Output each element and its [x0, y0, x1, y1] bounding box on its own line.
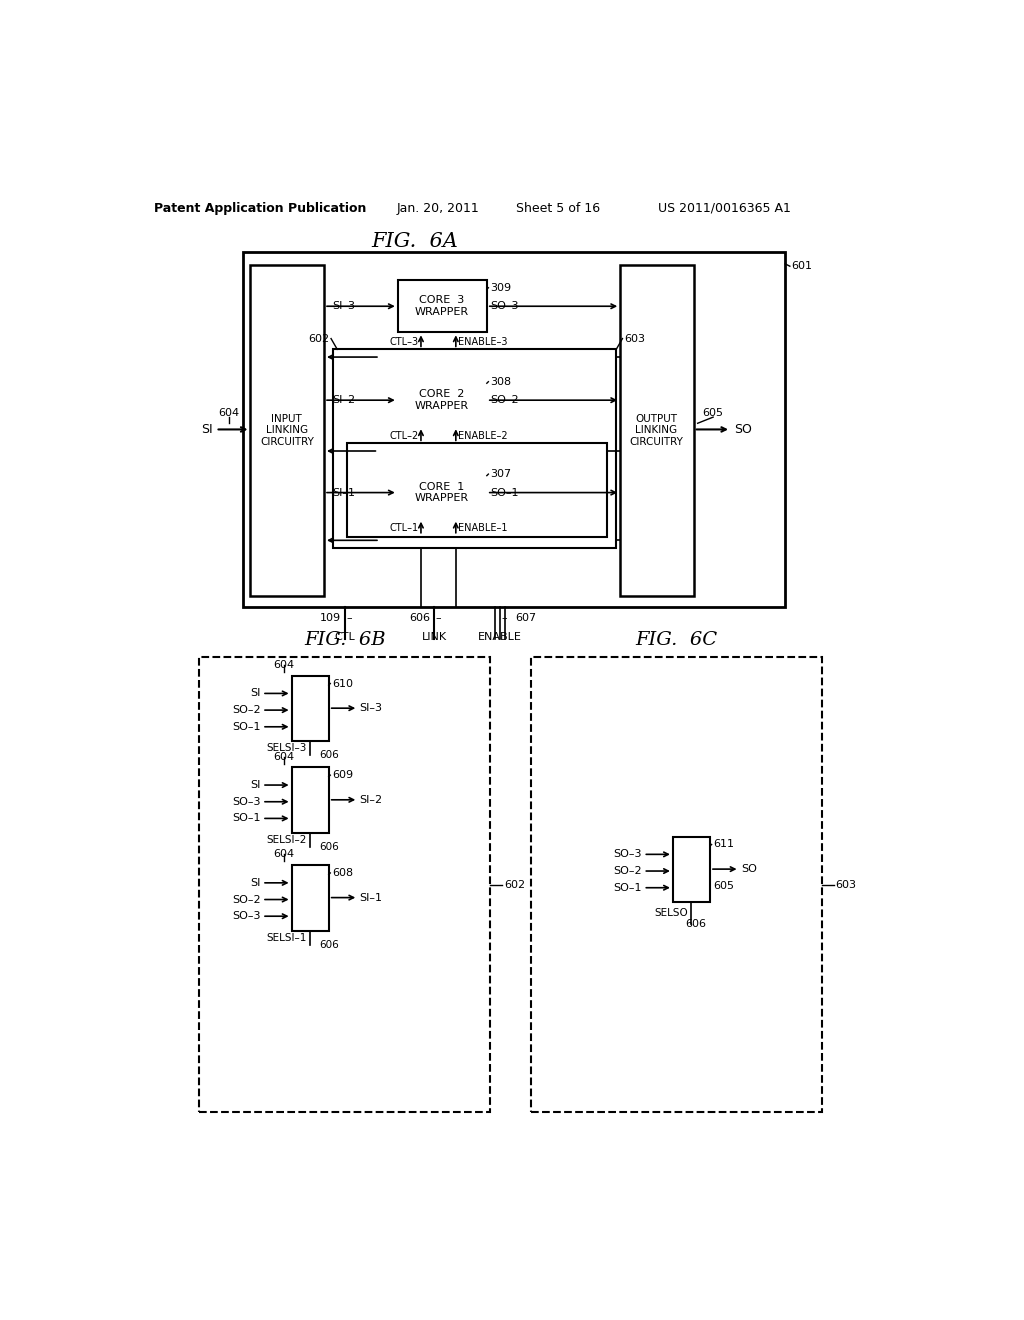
- Text: CTL–1: CTL–1: [389, 523, 419, 533]
- Text: SI–2: SI–2: [359, 795, 383, 805]
- Text: CORE  3
WRAPPER: CORE 3 WRAPPER: [415, 296, 469, 317]
- Text: SI–1: SI–1: [332, 487, 355, 498]
- Bar: [334, 350, 616, 548]
- Text: SELSI–1: SELSI–1: [266, 933, 307, 942]
- Text: SO–2: SO–2: [231, 705, 260, 715]
- Text: 109: 109: [319, 612, 341, 623]
- Text: CORE  2
WRAPPER: CORE 2 WRAPPER: [415, 389, 469, 411]
- Text: SO–1: SO–1: [490, 487, 519, 498]
- Bar: [243, 252, 785, 607]
- Text: Jan. 20, 2011: Jan. 20, 2011: [396, 202, 479, 215]
- Text: 603: 603: [836, 879, 856, 890]
- Text: 608: 608: [332, 869, 353, 878]
- Text: SO: SO: [741, 865, 757, 874]
- Text: 610: 610: [332, 678, 353, 689]
- Text: 606: 606: [319, 750, 339, 760]
- Text: 308: 308: [489, 376, 511, 387]
- Bar: [397, 466, 486, 519]
- Text: SELSI–3: SELSI–3: [266, 743, 307, 754]
- Text: SO–1: SO–1: [613, 883, 642, 892]
- Text: SO–2: SO–2: [490, 395, 519, 405]
- Text: ENABLE–1: ENABLE–1: [458, 523, 508, 533]
- Text: CORE  1
WRAPPER: CORE 1 WRAPPER: [415, 482, 469, 503]
- Bar: [347, 444, 607, 537]
- Text: SI: SI: [250, 689, 260, 698]
- Text: 309: 309: [489, 282, 511, 293]
- Text: ENABLE–3: ENABLE–3: [458, 337, 508, 347]
- Text: SELSI–2: SELSI–2: [266, 834, 307, 845]
- Bar: [200, 657, 489, 1111]
- Text: SO–3: SO–3: [232, 911, 260, 921]
- Text: 602: 602: [504, 879, 525, 890]
- Bar: [292, 767, 329, 833]
- Text: OUTPUT
LINKING
CIRCUITRY: OUTPUT LINKING CIRCUITRY: [630, 413, 683, 446]
- Text: CTL–3: CTL–3: [389, 337, 419, 347]
- Text: CTL: CTL: [335, 632, 355, 643]
- Bar: [397, 280, 486, 333]
- Bar: [621, 264, 693, 595]
- Text: –: –: [435, 612, 441, 623]
- Text: SO–1: SO–1: [232, 813, 260, 824]
- Text: SI: SI: [250, 780, 260, 791]
- Text: SI: SI: [202, 422, 213, 436]
- Text: ENABLE–2: ENABLE–2: [458, 430, 508, 441]
- Text: 605: 605: [702, 408, 724, 417]
- Text: SO–3: SO–3: [613, 849, 642, 859]
- Text: 606: 606: [410, 612, 430, 623]
- Bar: [292, 676, 329, 742]
- Text: 606: 606: [319, 842, 339, 851]
- Text: 606: 606: [685, 919, 706, 929]
- Text: FIG.  6A: FIG. 6A: [372, 232, 458, 251]
- Text: 604: 604: [273, 850, 294, 859]
- Text: Sheet 5 of 16: Sheet 5 of 16: [516, 202, 600, 215]
- Bar: [673, 837, 710, 903]
- Text: 609: 609: [332, 770, 353, 780]
- Text: SI–2: SI–2: [332, 395, 355, 405]
- Text: SO–1: SO–1: [232, 722, 260, 731]
- Text: 307: 307: [489, 469, 511, 479]
- Text: 603: 603: [624, 334, 645, 343]
- Text: LINK: LINK: [422, 632, 446, 643]
- Text: SI: SI: [250, 878, 260, 888]
- Text: Patent Application Publication: Patent Application Publication: [154, 202, 366, 215]
- Bar: [251, 264, 324, 595]
- Text: SO–2: SO–2: [613, 866, 642, 876]
- Text: SI–1: SI–1: [359, 892, 383, 903]
- Text: SI–3: SI–3: [359, 704, 383, 713]
- Bar: [397, 374, 486, 426]
- Text: CTL–2: CTL–2: [389, 430, 419, 441]
- Text: SO: SO: [734, 422, 752, 436]
- Bar: [292, 866, 329, 931]
- Text: FIG.  6B: FIG. 6B: [304, 631, 385, 649]
- Text: 601: 601: [792, 261, 812, 271]
- Text: SO–3: SO–3: [490, 301, 519, 312]
- Text: 604: 604: [273, 751, 294, 762]
- Text: 604: 604: [218, 408, 240, 417]
- Bar: [531, 657, 821, 1111]
- Text: 605: 605: [713, 880, 734, 891]
- Text: 606: 606: [319, 940, 339, 949]
- Text: FIG.  6C: FIG. 6C: [635, 631, 718, 649]
- Text: SO–2: SO–2: [231, 895, 260, 904]
- Text: SI–3: SI–3: [332, 301, 355, 312]
- Text: 604: 604: [273, 660, 294, 671]
- Text: SELSO: SELSO: [654, 908, 688, 917]
- Text: –: –: [346, 612, 352, 623]
- Text: US 2011/0016365 A1: US 2011/0016365 A1: [658, 202, 792, 215]
- Text: –: –: [502, 612, 507, 623]
- Text: 607: 607: [515, 612, 537, 623]
- Text: ENABLE: ENABLE: [478, 632, 522, 643]
- Text: INPUT
LINKING
CIRCUITRY: INPUT LINKING CIRCUITRY: [260, 413, 313, 446]
- Text: SO–3: SO–3: [232, 797, 260, 807]
- Text: 602: 602: [308, 334, 330, 343]
- Text: 611: 611: [713, 840, 734, 850]
